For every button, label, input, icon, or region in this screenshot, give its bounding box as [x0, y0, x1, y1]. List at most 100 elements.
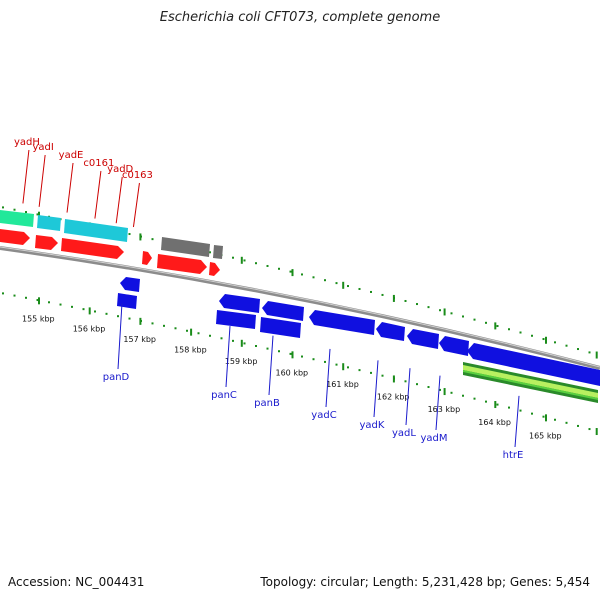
gene-label-yadL: yadL	[392, 428, 416, 439]
feature-cds-red-6	[209, 262, 220, 276]
tick-dot	[347, 285, 349, 288]
feature-cds-blue-8	[376, 322, 405, 341]
tick-dot	[473, 397, 476, 400]
tick-dot	[588, 428, 591, 431]
tick-dot	[82, 308, 85, 311]
tick-dot	[36, 213, 39, 216]
kbp-label: 158 kbp	[174, 346, 207, 355]
feature-cds-blue-3	[219, 294, 260, 313]
major-tick	[88, 307, 91, 315]
feature-cds-blue-10	[439, 336, 469, 356]
feature-cds-blue-1	[120, 277, 140, 292]
tick-dot	[128, 233, 131, 236]
leader-line	[373, 360, 379, 418]
tick-dot	[186, 329, 188, 332]
kbp-label: 164 kbp	[478, 418, 511, 427]
gene-label-yadC: yadC	[311, 410, 336, 421]
tick-dot	[450, 391, 453, 394]
tick-dot	[25, 211, 27, 214]
tick-dot	[416, 383, 418, 386]
genome-backbone	[0, 246, 600, 370]
tick-dot	[174, 327, 177, 330]
kbp-label: 163 kbp	[428, 405, 461, 414]
tick-dot	[347, 366, 349, 369]
tick-dot	[278, 267, 280, 270]
major-tick	[494, 401, 497, 409]
feature-cds-red-3	[61, 238, 124, 259]
tick-dot	[36, 299, 39, 302]
accession-text: Accession: NC_004431	[8, 575, 145, 589]
tick-dot	[335, 363, 338, 366]
leader-line	[22, 149, 30, 204]
major-tick	[240, 256, 243, 264]
tick-dot	[25, 296, 27, 299]
tick-dot	[508, 328, 510, 331]
leader-line	[325, 348, 331, 408]
tick-dot	[128, 317, 131, 320]
tick-dot	[439, 388, 441, 391]
tick-dot	[255, 345, 257, 348]
kbp-label: 162 kbp	[377, 392, 410, 401]
major-tick	[342, 363, 345, 371]
kbp-labels: 155 kbp 156 kbp 157 kbp 158 kbp 159 kbp 160 k…	[22, 314, 562, 440]
tick-dot	[151, 322, 154, 325]
tick-dot	[370, 290, 372, 293]
tick-dot	[485, 400, 487, 403]
feature-cds-red-1	[0, 229, 30, 245]
feature-cds-blue-7	[309, 310, 375, 335]
tick-dot	[312, 276, 315, 279]
tick-dot	[519, 331, 522, 334]
reverse-features	[117, 277, 600, 386]
leader-line	[405, 368, 411, 426]
gene-label-yadD: yadD	[107, 164, 133, 175]
major-tick	[494, 322, 497, 330]
tick-dot	[197, 332, 200, 335]
tick-dot	[358, 287, 361, 290]
major-tick	[443, 388, 446, 396]
tick-dot	[209, 251, 211, 254]
map-title: Escherichia coli CFT073, complete genome	[159, 10, 441, 25]
tick-dot	[266, 264, 269, 267]
topology-summary: Topology: circular; Length: 5,231,428 bp…	[260, 575, 590, 589]
tick-dot	[577, 424, 579, 427]
tick-dot	[324, 360, 326, 363]
leader-line	[225, 326, 231, 388]
tick-dot	[324, 279, 326, 282]
tick-dot	[565, 344, 568, 347]
tick-dot	[48, 301, 50, 304]
kbp-label: 156 kbp	[73, 324, 106, 333]
tick-dot	[427, 306, 430, 309]
tick-dot	[220, 337, 223, 340]
gene-label-yadM: yadM	[420, 433, 447, 444]
tick-dot	[289, 352, 292, 355]
tick-dot	[577, 348, 579, 351]
gene-label-yadI: yadI	[32, 142, 53, 153]
feature-rna-cyan-2	[64, 219, 128, 242]
tick-dot	[462, 394, 464, 397]
feature-rna-cyan-1	[37, 215, 61, 231]
feature-cds-blue-11	[467, 343, 600, 386]
green-band	[463, 362, 598, 403]
forward-features	[0, 210, 223, 276]
tick-dot	[370, 371, 372, 374]
feature-cds-red-4	[142, 251, 152, 265]
major-tick	[545, 414, 547, 422]
major-tick	[240, 339, 243, 347]
tick-dot	[542, 338, 545, 341]
tick-dot	[2, 206, 4, 209]
tick-dot	[163, 324, 165, 327]
tick-dot	[312, 358, 315, 361]
tick-dot	[531, 334, 533, 337]
tick-dot	[381, 374, 384, 377]
feature-cds-blue-4	[262, 301, 304, 321]
gene-label-c0163: c0163	[122, 170, 153, 181]
tick-dot	[117, 315, 119, 318]
bottom-gene-labels: panD panC panB yadC yadK yadL yadM htrE	[103, 302, 523, 461]
tick-dot	[427, 386, 430, 389]
tick-dot	[232, 256, 234, 259]
kbp-label: 155 kbp	[22, 314, 55, 323]
feature-cds-blue-5	[216, 310, 256, 329]
feature-grey-2	[213, 245, 223, 259]
